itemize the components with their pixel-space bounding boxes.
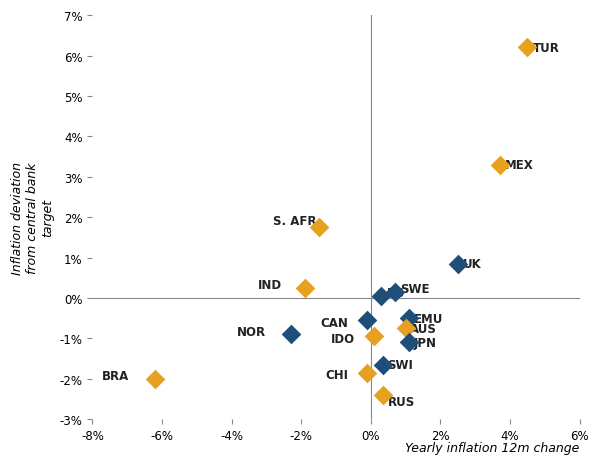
Y-axis label: Inflation deviation
from central bank
target: Inflation deviation from central bank ta… [11, 161, 54, 274]
Point [314, 224, 323, 232]
Text: MEX: MEX [505, 159, 533, 172]
Point [378, 391, 388, 399]
Text: TUR: TUR [533, 42, 559, 55]
Point [362, 317, 372, 324]
Text: CAN: CAN [320, 316, 348, 329]
Text: UK: UK [463, 257, 482, 270]
Point [404, 315, 414, 322]
Text: IDO: IDO [331, 332, 355, 345]
Point [378, 361, 388, 369]
Text: EMU: EMU [413, 312, 443, 325]
Point [523, 44, 532, 52]
Point [401, 325, 410, 332]
Text: BRA: BRA [101, 369, 129, 382]
Point [376, 293, 386, 300]
Text: US: US [386, 287, 404, 300]
Point [362, 369, 372, 377]
Point [404, 339, 414, 346]
Text: S. AFR: S. AFR [274, 214, 317, 227]
Point [495, 162, 505, 169]
Text: SWI: SWI [388, 358, 413, 371]
Point [286, 331, 296, 338]
Point [370, 333, 379, 340]
Text: JPN: JPN [413, 336, 437, 349]
Text: CHI: CHI [325, 369, 348, 382]
Point [391, 288, 400, 296]
Point [300, 285, 310, 292]
Text: NOR: NOR [237, 325, 266, 338]
Text: RUS: RUS [388, 394, 415, 408]
Point [453, 260, 463, 268]
Point [150, 375, 160, 383]
Text: AUS: AUS [410, 322, 437, 335]
Text: IND: IND [258, 279, 282, 292]
Text: SWE: SWE [400, 282, 430, 295]
Text: Yearly inflation 12m change: Yearly inflation 12m change [405, 442, 580, 455]
